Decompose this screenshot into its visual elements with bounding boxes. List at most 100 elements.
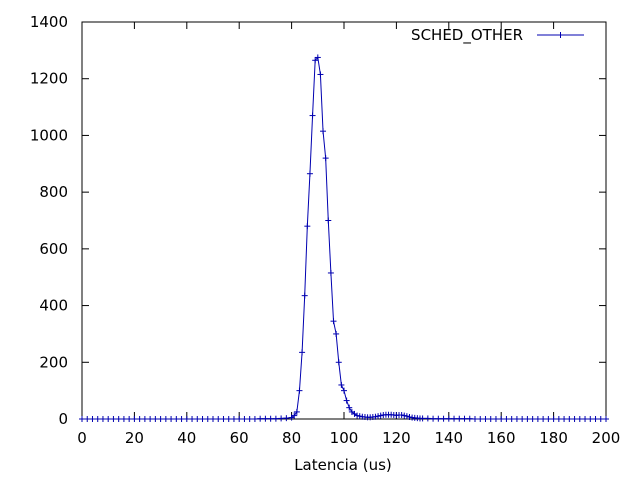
y-tick-label: 1200: [30, 70, 68, 88]
data-point: [592, 416, 599, 422]
x-axis-title: Latencia (us): [294, 456, 392, 474]
data-point: [230, 416, 237, 422]
data-point: [210, 416, 216, 422]
data-point: [524, 416, 531, 422]
data-point: [105, 416, 112, 422]
data-point: [183, 416, 190, 422]
data-point: [435, 415, 442, 422]
data-point: [529, 416, 536, 422]
data-point: [545, 416, 552, 422]
data-point: [330, 318, 337, 325]
data-point: [272, 415, 279, 422]
data-point: [550, 416, 557, 422]
data-point: [341, 387, 347, 394]
data-point: [126, 416, 133, 422]
data-point: [141, 416, 148, 422]
legend: SCHED_OTHER: [411, 26, 584, 45]
data-point: [110, 416, 117, 422]
data-point: [162, 416, 169, 422]
data-point: [333, 330, 340, 337]
data-point: [147, 416, 154, 422]
data-point: [204, 416, 211, 422]
data-point: [456, 415, 463, 422]
data-point: [372, 413, 379, 420]
data-point: [487, 416, 494, 422]
data-point: [115, 416, 122, 422]
data-point: [419, 415, 426, 422]
x-tick-label: 180: [539, 429, 568, 447]
data-point: [403, 413, 410, 420]
data-point: [576, 416, 583, 422]
data-point: [571, 416, 578, 422]
data-point: [262, 415, 269, 422]
data-point: [377, 412, 384, 419]
data-point: [482, 416, 489, 422]
data-point: [587, 416, 594, 422]
data-point: [293, 408, 300, 415]
data-point: [603, 416, 609, 422]
data-point: [540, 416, 547, 422]
x-tick-label: 160: [487, 429, 516, 447]
data-point: [312, 57, 319, 64]
data-point: [566, 416, 573, 422]
data-point: [325, 217, 332, 224]
data-point: [267, 415, 274, 422]
x-tick-label: 80: [282, 429, 301, 447]
data-point: [597, 416, 604, 422]
x-tick-label: 60: [230, 429, 249, 447]
data-point: [246, 416, 253, 422]
data-point: [299, 349, 306, 356]
x-tick-label: 140: [434, 429, 463, 447]
data-point: [440, 415, 447, 422]
data-point: [257, 415, 264, 422]
data-point: [424, 415, 431, 422]
data-point: [335, 359, 342, 366]
data-point: [398, 412, 405, 419]
data-point: [534, 416, 541, 422]
data-point: [236, 416, 243, 422]
data-point: [168, 416, 175, 422]
data-point: [472, 416, 478, 422]
data-point: [406, 414, 413, 421]
data-point: [314, 54, 321, 61]
data-point: [120, 416, 127, 422]
data-point: [89, 416, 96, 422]
data-point: [152, 416, 159, 422]
series-line-sched-other: [82, 56, 606, 420]
data-point: [225, 416, 232, 422]
x-tick-label: 120: [382, 429, 411, 447]
data-point: [401, 412, 408, 419]
data-point: [296, 387, 303, 394]
data-point: [304, 223, 311, 230]
data-point: [157, 416, 164, 422]
data-point: [451, 415, 458, 422]
x-tick-label: 100: [330, 429, 359, 447]
data-point: [84, 416, 91, 422]
data-point: [215, 416, 222, 422]
data-point: [445, 415, 452, 422]
data-point: [327, 269, 334, 276]
x-axis-ticks: 0 20 40 60 80 100 120 140 160 180 200: [77, 22, 620, 447]
data-point: [189, 416, 196, 422]
data-point: [343, 397, 350, 404]
data-point: [178, 416, 185, 422]
data-point: [492, 416, 499, 422]
data-point: [513, 416, 520, 422]
data-point: [317, 71, 324, 78]
data-point: [309, 112, 316, 119]
data-point: [94, 416, 101, 422]
data-point: [354, 412, 361, 419]
data-point: [466, 415, 473, 422]
data-point: [477, 416, 484, 422]
data-point: [508, 416, 515, 422]
data-point: [251, 416, 258, 422]
y-tick-label: 1000: [30, 126, 68, 144]
y-tick-label: 400: [39, 297, 68, 315]
data-point: [320, 128, 327, 135]
plot-frame: [81, 21, 607, 420]
data-point: [322, 155, 329, 162]
data-point: [306, 170, 313, 177]
data-point: [498, 416, 505, 422]
legend-label-sched-other: SCHED_OTHER: [411, 26, 523, 45]
